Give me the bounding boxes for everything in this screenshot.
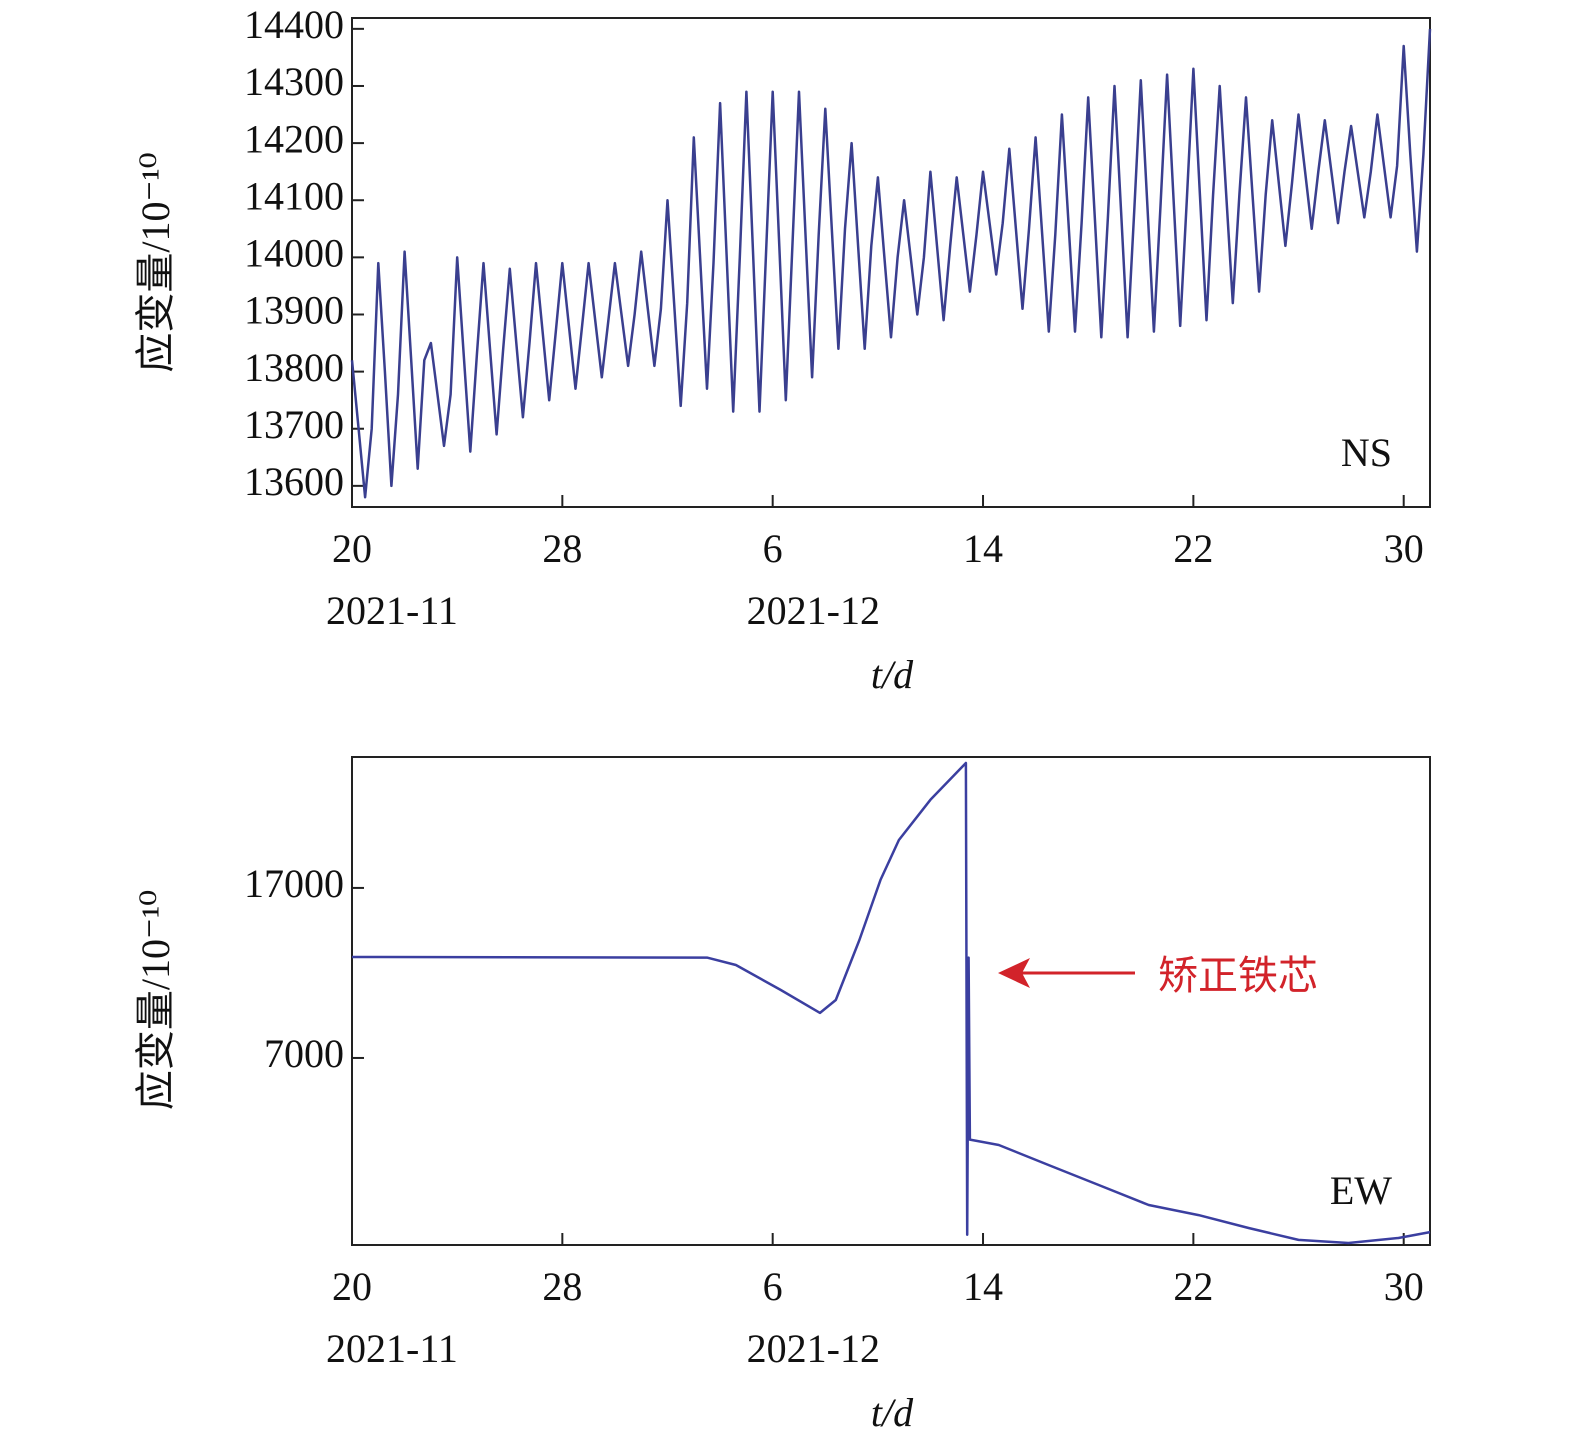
x-tick-label: 22 <box>1173 526 1213 571</box>
x-tick-label: 20 <box>332 526 372 571</box>
x-tick-label: 28 <box>542 526 582 571</box>
y-tick-label: 14200 <box>244 116 344 161</box>
x-axis-label: t/d <box>871 652 914 697</box>
x-tick-label: 14 <box>963 1264 1003 1309</box>
x-tick-label: 14 <box>963 526 1003 571</box>
y-axis-label: 应变量/10⁻¹⁰ <box>133 890 178 1110</box>
x-tick-label: 30 <box>1384 526 1424 571</box>
y-tick-label: 14300 <box>244 59 344 104</box>
y-axis-label: 应变量/10⁻¹⁰ <box>133 152 178 372</box>
x-tick-label: 28 <box>542 1264 582 1309</box>
x-tick-label: 6 <box>763 526 783 571</box>
x-axis-label: t/d <box>871 1390 914 1435</box>
data-line <box>350 28 1432 499</box>
x-tick-label: 6 <box>763 1264 783 1309</box>
y-tick-label: 13600 <box>244 459 344 504</box>
x-group-label: 2021-11 <box>326 1326 458 1371</box>
x-group-label: 2021-12 <box>747 588 880 633</box>
y-tick-label: 14100 <box>244 173 344 218</box>
plot-frame <box>351 756 1431 1246</box>
y-tick-label: 14400 <box>244 2 344 47</box>
y-tick-label: 14000 <box>244 231 344 276</box>
y-tick-label: 13900 <box>244 288 344 333</box>
y-tick-label: 7000 <box>264 1031 344 1076</box>
panel-label: EW <box>1330 1168 1392 1213</box>
plot-frame <box>351 17 1431 508</box>
x-tick-label: 30 <box>1384 1264 1424 1309</box>
x-group-label: 2021-12 <box>747 1326 880 1371</box>
y-tick-label: 13700 <box>244 402 344 447</box>
annotation: 矫正铁芯 <box>1158 953 1318 998</box>
annotation-arrowhead <box>998 958 1030 988</box>
panel-label: NS <box>1341 430 1392 475</box>
x-group-label: 2021-11 <box>326 588 458 633</box>
y-tick-label: 17000 <box>244 861 344 906</box>
data-line <box>351 761 1431 1245</box>
x-tick-label: 20 <box>332 1264 372 1309</box>
x-tick-label: 22 <box>1173 1264 1213 1309</box>
y-tick-label: 13800 <box>244 345 344 390</box>
